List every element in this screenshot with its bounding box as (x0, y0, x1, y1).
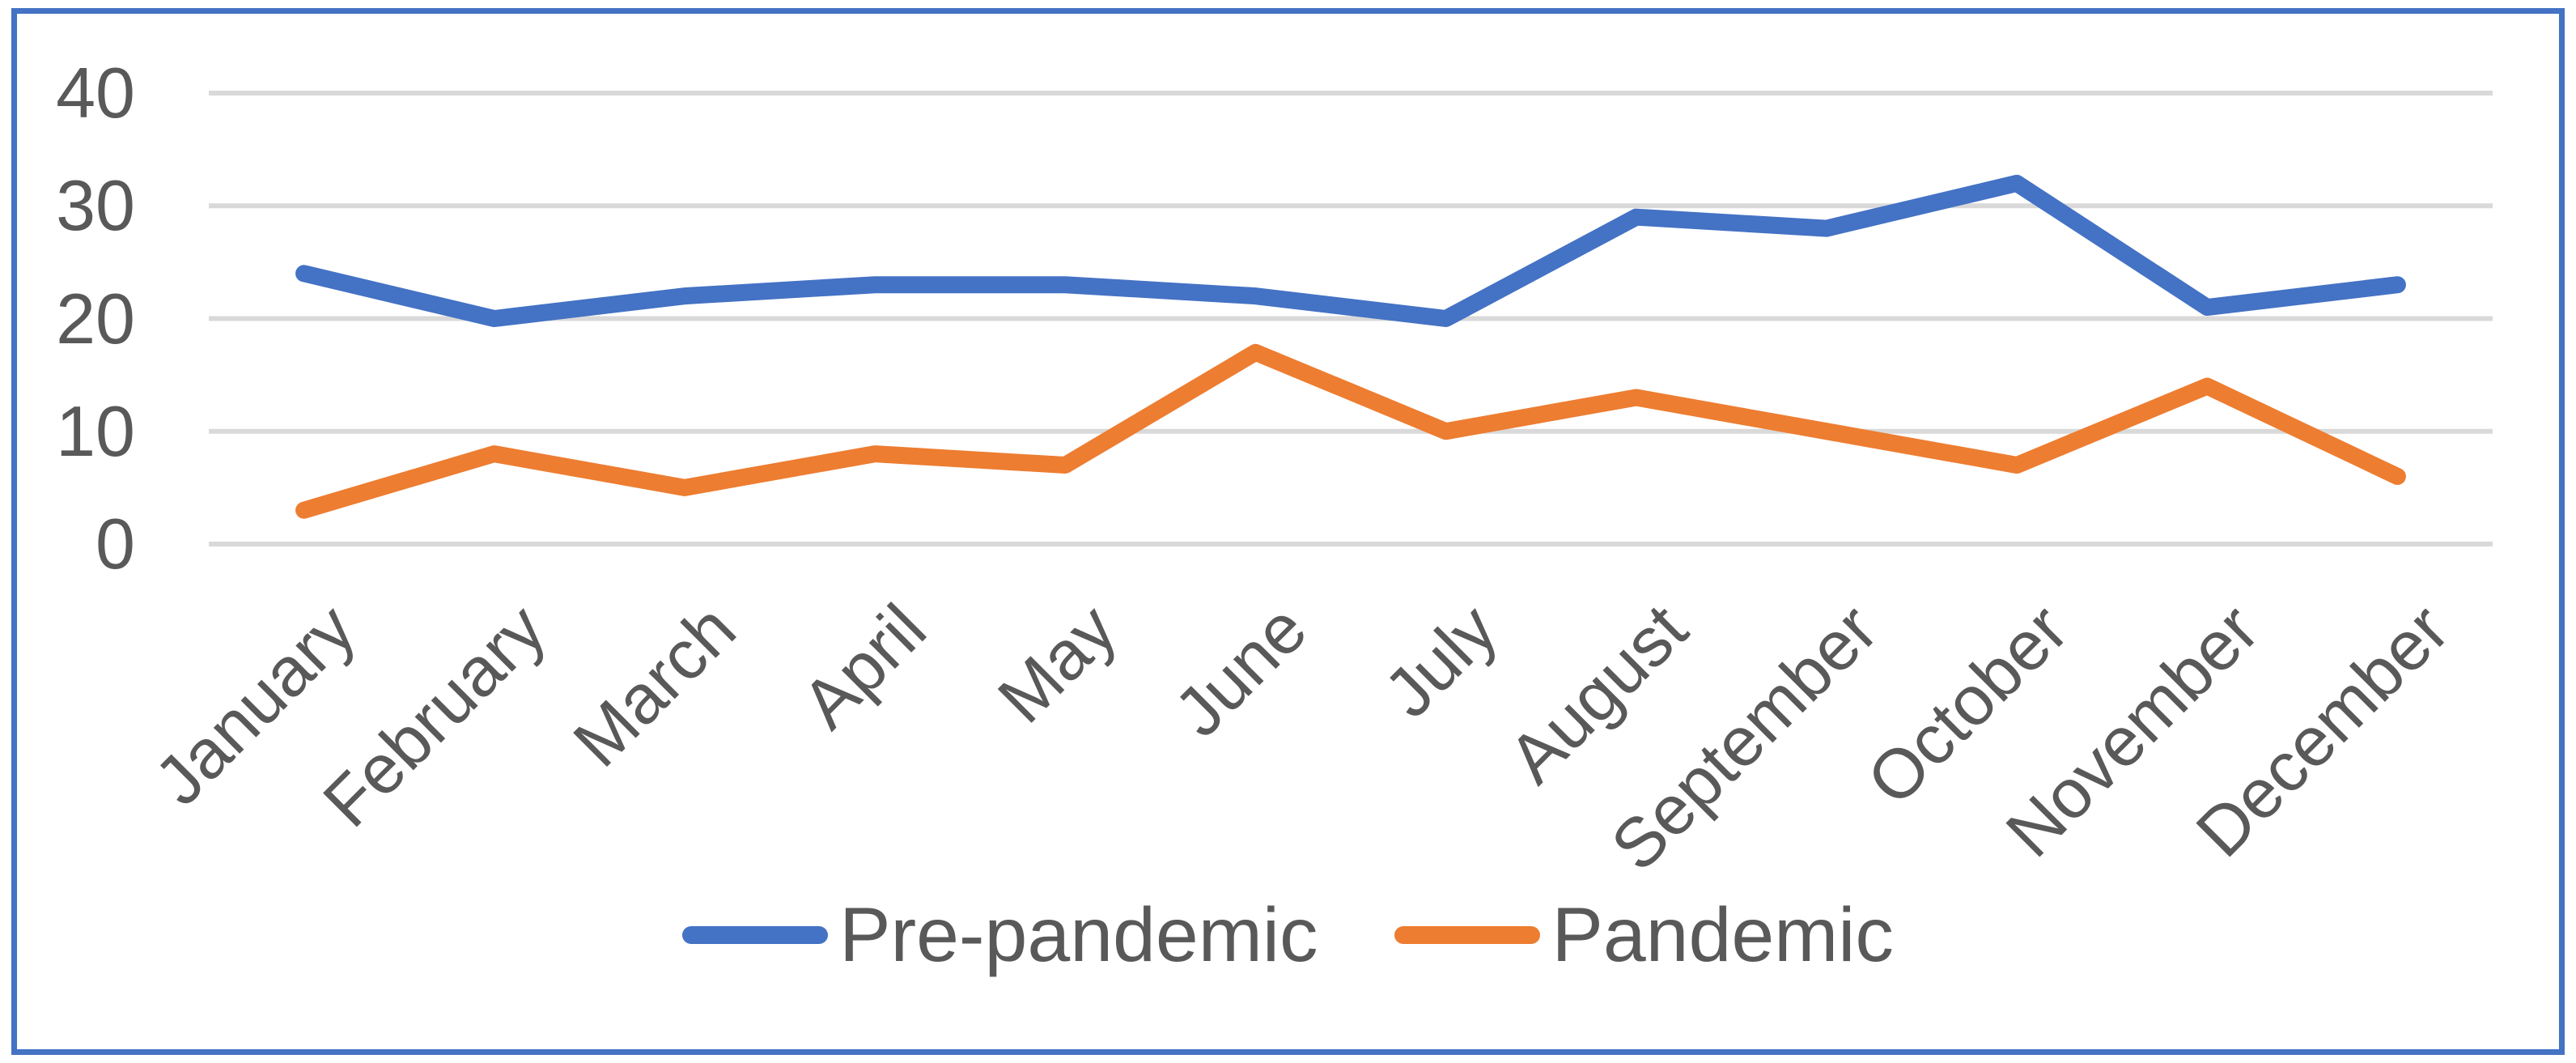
legend-label: Pandemic (1551, 892, 1894, 978)
legend-label: Pre-pandemic (839, 892, 1318, 978)
y-tick-label: 40 (56, 53, 135, 133)
y-tick-label: 30 (56, 165, 135, 246)
legend-swatch-pandemic-icon (1394, 926, 1541, 944)
chart-frame (11, 8, 2565, 1055)
series-line-pandemic (295, 343, 2406, 519)
chart-legend: Pre-pandemic Pandemic (0, 891, 2576, 980)
legend-swatch-pre-pandemic-icon (682, 926, 829, 944)
y-tick-label: 10 (56, 390, 135, 471)
legend-item-pre-pandemic: Pre-pandemic (682, 891, 1318, 980)
y-tick-label: 20 (56, 278, 135, 359)
series-line-pre-pandemic (295, 174, 2406, 327)
legend-item-pandemic: Pandemic (1394, 891, 1894, 980)
y-tick-label: 0 (95, 504, 135, 584)
